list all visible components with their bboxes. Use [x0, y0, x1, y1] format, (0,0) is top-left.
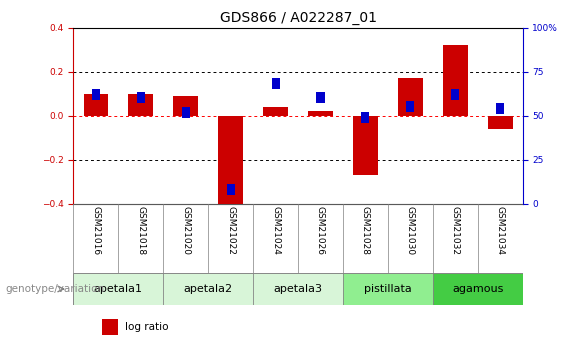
Text: apetala1: apetala1: [94, 284, 143, 294]
Bar: [263, 107, 288, 116]
Text: GSM21026: GSM21026: [316, 206, 325, 255]
Text: GSM21016: GSM21016: [92, 206, 101, 255]
Text: GSM21034: GSM21034: [496, 206, 505, 255]
Bar: [343, 273, 433, 305]
Bar: [227, 184, 234, 195]
Text: GSM21022: GSM21022: [226, 206, 235, 255]
Text: GSM21030: GSM21030: [406, 206, 415, 255]
Bar: [496, 103, 504, 114]
Text: log ratio: log ratio: [125, 322, 169, 332]
Bar: [163, 273, 253, 305]
Text: agamous: agamous: [452, 284, 503, 294]
Bar: [128, 93, 153, 116]
Text: pistillata: pistillata: [364, 284, 412, 294]
Text: GSM21032: GSM21032: [451, 206, 460, 255]
Text: GSM21024: GSM21024: [271, 206, 280, 255]
Bar: [308, 111, 333, 116]
Bar: [316, 92, 324, 104]
Text: GSM21028: GSM21028: [361, 206, 370, 255]
Bar: [398, 78, 423, 116]
Bar: [406, 101, 414, 112]
Bar: [102, 319, 118, 335]
Bar: [253, 273, 343, 305]
Text: apetala2: apetala2: [184, 284, 233, 294]
Title: GDS866 / A022287_01: GDS866 / A022287_01: [220, 11, 376, 25]
Text: GSM21020: GSM21020: [181, 206, 190, 255]
Bar: [173, 96, 198, 116]
Text: GSM21018: GSM21018: [136, 206, 145, 255]
Bar: [443, 45, 468, 116]
Bar: [84, 93, 108, 116]
Bar: [433, 273, 523, 305]
Bar: [73, 273, 163, 305]
Bar: [488, 116, 512, 129]
Text: genotype/variation: genotype/variation: [6, 284, 105, 294]
Bar: [182, 107, 190, 118]
Bar: [451, 89, 459, 100]
Bar: [92, 89, 100, 100]
Text: apetala3: apetala3: [273, 284, 323, 294]
Bar: [272, 78, 280, 89]
Bar: [362, 112, 370, 123]
Bar: [353, 116, 378, 175]
Bar: [218, 116, 243, 210]
Bar: [137, 92, 145, 104]
